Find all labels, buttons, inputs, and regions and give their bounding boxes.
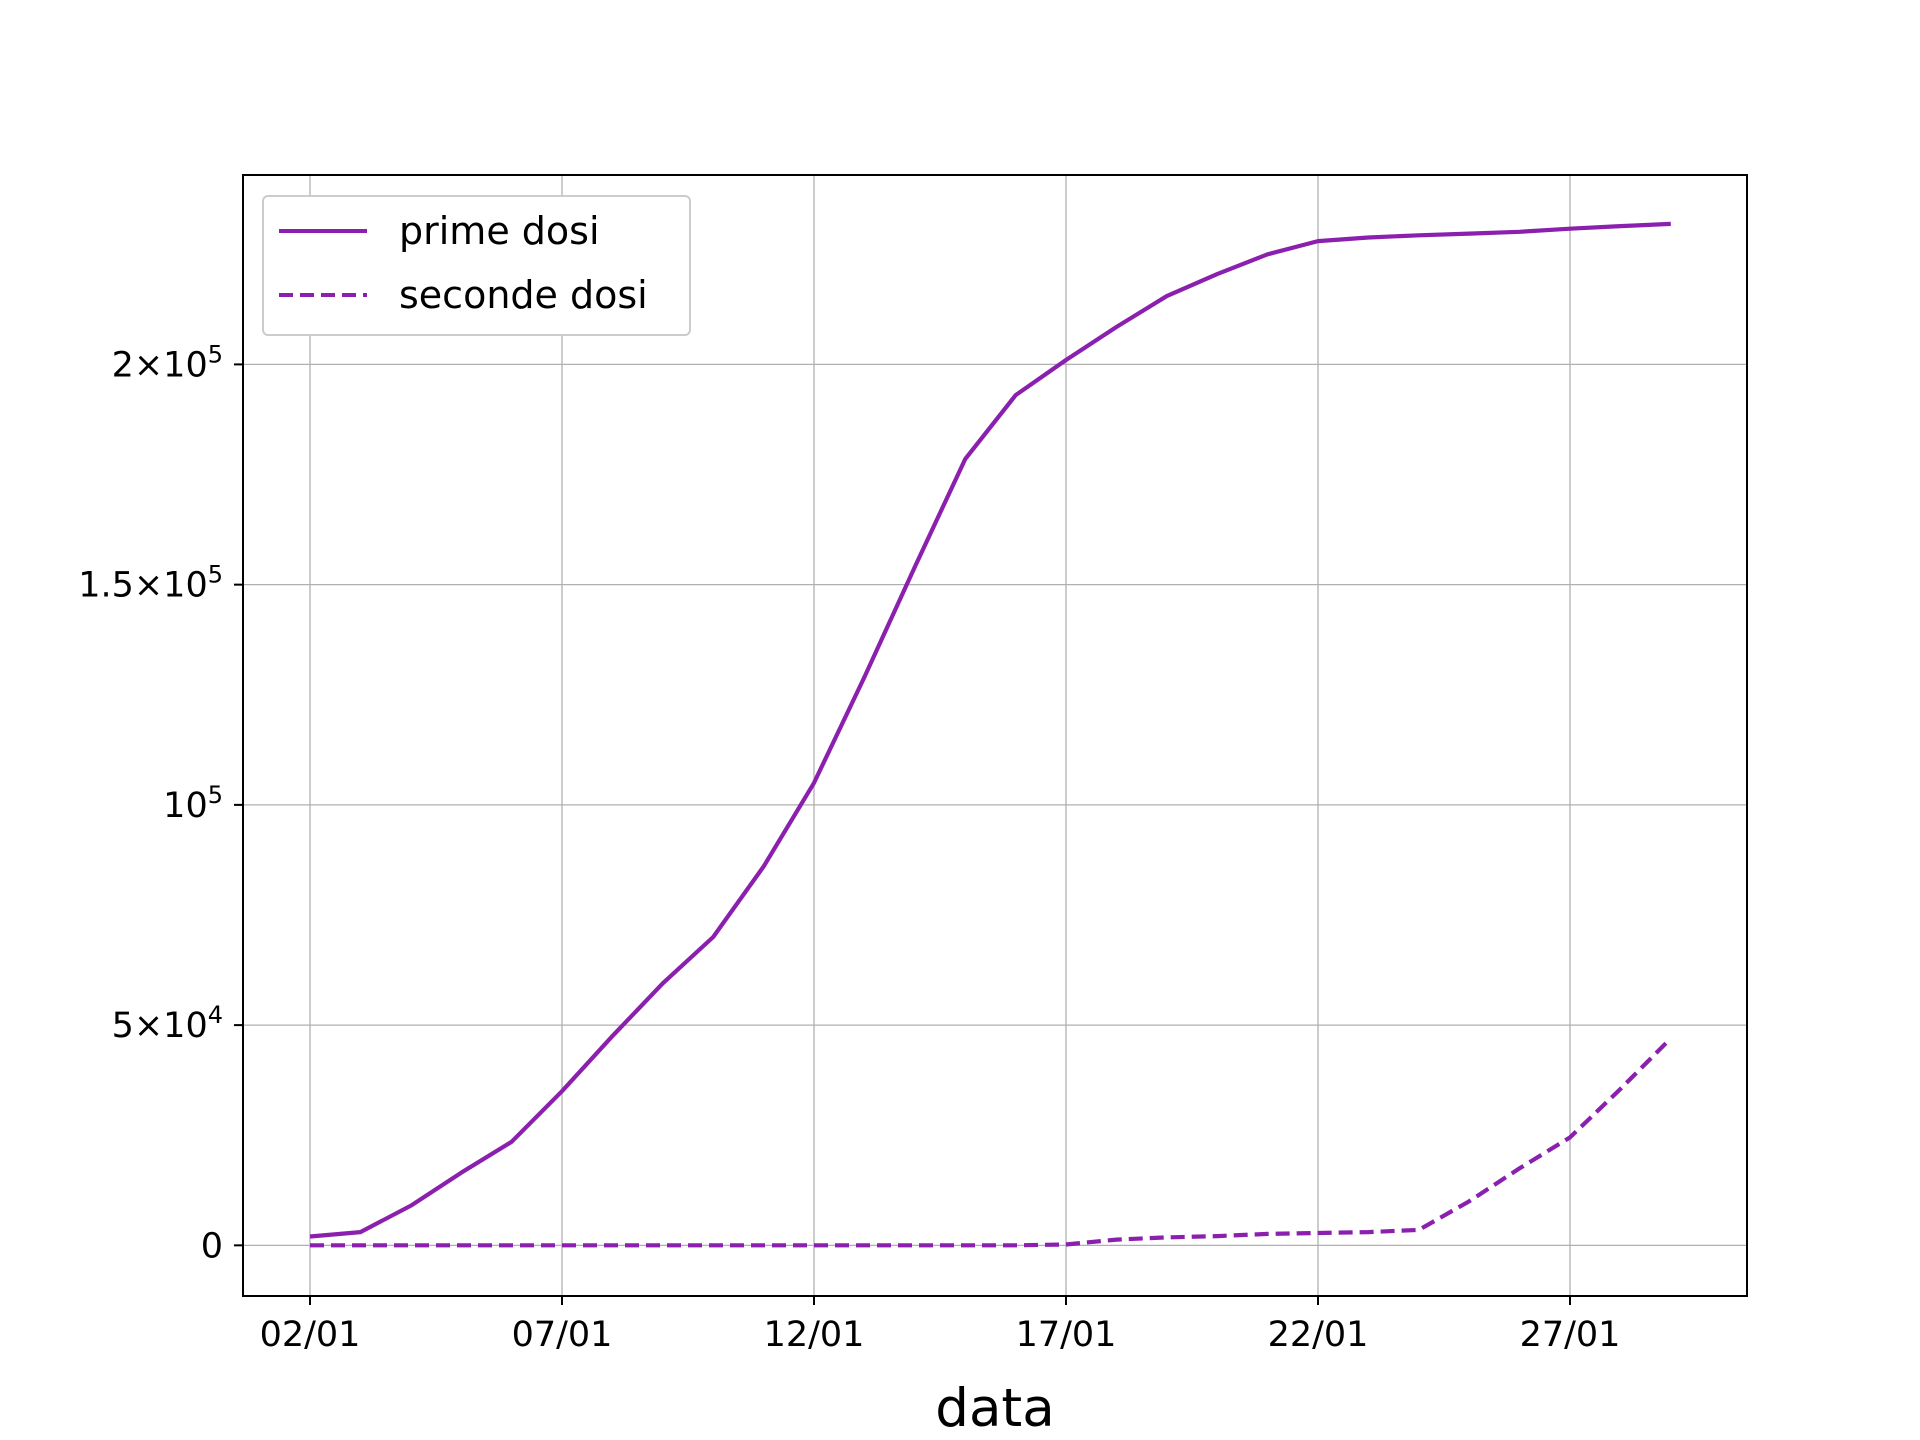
y-tick-label: 1.5×105 [78,561,223,606]
x-tick-label: 07/01 [512,1315,613,1355]
legend: prime dosi seconde dosi [262,195,691,336]
y-tick-label: 5×104 [112,1001,223,1046]
legend-label-seconde-dosi: seconde dosi [399,273,648,317]
legend-label-prime-dosi: prime dosi [399,209,600,253]
legend-box [262,195,691,336]
series-layer [309,221,1673,1248]
plot-area-frame [242,174,1748,1297]
y-tick-label: 2×105 [112,340,223,385]
x-tick-label: 02/01 [260,1315,361,1355]
x-axis-label: data [935,1378,1054,1439]
x-tick-label: 22/01 [1268,1315,1369,1355]
grid [243,175,1747,1296]
x-tick-label: 17/01 [1016,1315,1117,1355]
series-line-seconde-dosi [310,1036,1673,1248]
y-tick-label: 0 [201,1226,223,1266]
x-tick-label: 27/01 [1520,1315,1621,1355]
series-line-prime-dosi [309,221,1671,1239]
x-tick-label: 12/01 [764,1315,865,1355]
ticks: 02/01 07/01 12/01 17/01 22/01 27/01 0 5×104 105 1… [78,340,1620,1355]
y-tick-label: 105 [163,781,223,826]
